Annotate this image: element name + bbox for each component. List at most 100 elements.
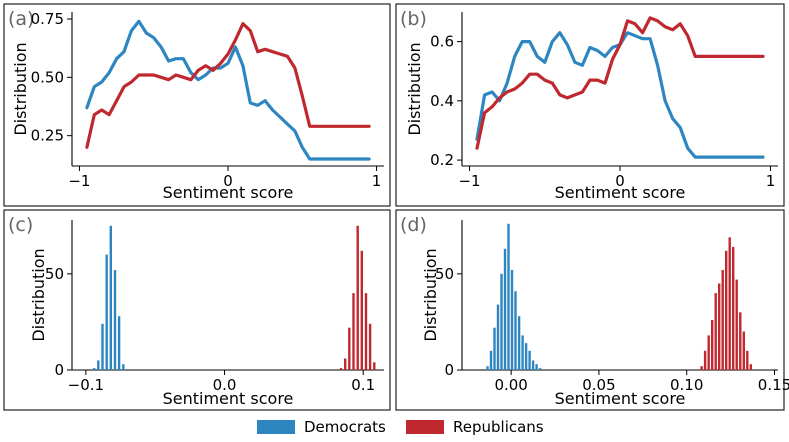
panel-c-bar-democrats: [105, 254, 108, 370]
panel-d-bar-republicans: [746, 350, 749, 370]
panel-d-bar-democrats: [510, 270, 514, 370]
panel-c-frame: [3, 209, 391, 411]
panel-d-bar-republicans: [742, 331, 745, 370]
panel-b-frame: [395, 3, 785, 207]
panel-d-x-tick-label: 0.15: [758, 376, 789, 394]
panel-d-bar-republicans: [721, 270, 724, 370]
panel-c-x-tick-label: 0.0: [213, 376, 237, 394]
panel-c-y-axis-title: Distribution: [29, 248, 48, 341]
panel-a-y-tick-label: 0.50: [31, 68, 64, 86]
panel-a-x-tick-label: −1: [68, 172, 90, 190]
panel-d-bar-democrats: [535, 364, 538, 370]
panel-c-bar-republicans: [348, 327, 351, 370]
panel-a-y-tick-label: 0.75: [31, 10, 64, 28]
panel-d-y-axis-title: Distribution: [421, 248, 440, 341]
panel-c-y-tick-label: 50: [45, 265, 64, 283]
panel-c-x-tick-label: 0.1: [351, 376, 375, 394]
panel-b-y-axis-title: Distribution: [405, 42, 424, 135]
panel-d-x-tick-label: 0.05: [582, 376, 615, 394]
panel-a-line-democrats: [85, 19, 371, 161]
panel-b-y-tick-label: 0.2: [430, 151, 454, 169]
panel-c-bar-democrats: [117, 316, 121, 370]
panel-c-bar-democrats: [122, 364, 125, 370]
panel-a-label: (a): [8, 8, 34, 30]
panel-c-label: (c): [8, 214, 33, 236]
panel-d-x-tick-label: 0.00: [494, 376, 527, 394]
panel-c-bar-republicans: [368, 323, 372, 370]
panel-d-y-tick-label: 50: [435, 265, 454, 283]
legend-label-republicans: Republicans: [453, 418, 544, 436]
panel-d-y-tick-label: 0: [444, 361, 454, 379]
legend: Democrats Republicans: [257, 418, 544, 436]
panel-d-bar-republicans: [714, 293, 717, 370]
panel-c-bar-republicans: [356, 225, 359, 370]
panel-b-x-tick-label: 0: [615, 172, 625, 190]
panel-b: (b) −1 0 1 0.2 0.4 0.6 Sentiment score Distribu…: [395, 3, 785, 207]
panel-c-bar-republicans: [360, 250, 363, 370]
panel-d-bar-republicans: [711, 320, 714, 370]
panel-b-y-tick-label: 0.6: [430, 33, 454, 51]
panel-c-bar-republicans: [373, 362, 376, 370]
panel-b-line-democrats: [475, 31, 765, 159]
panel-d-bar-democrats: [521, 335, 524, 370]
panel-d-bar-republicans: [707, 335, 710, 370]
panel-d-label: (d): [400, 214, 427, 236]
panel-d-bar-republicans: [732, 246, 735, 370]
panel-b-x-axis-title: Sentiment score: [555, 183, 686, 202]
panel-c-bar-republicans: [339, 368, 343, 370]
panel-d-x-tick-label: 0.10: [670, 376, 703, 394]
panel-d-bar-democrats: [517, 316, 521, 370]
panel-b-plot: −1 0 1 0.2 0.4 0.6 Sentiment score Distribution: [405, 12, 778, 202]
panel-d-bar-republicans: [700, 366, 703, 370]
panel-c-bar-democrats: [101, 323, 104, 370]
panel-d-bar-democrats: [538, 368, 542, 370]
panel-d-bar-republicans: [703, 350, 707, 370]
panel-d-bar-republicans: [735, 279, 738, 370]
panel-c-bar-democrats: [93, 368, 96, 370]
panel-d-bar-democrats: [496, 304, 500, 370]
panel-a-line-republicans: [85, 22, 371, 149]
panel-a: (a) −1 0 1 0.25 0.50 0.75 Sentiment score Distr…: [3, 3, 391, 207]
panel-a-y-axis-title: Distribution: [11, 42, 30, 135]
panel-b-x-tick-label: 1: [766, 172, 776, 190]
panel-c-bar-democrats: [109, 225, 112, 370]
panel-d-bar-democrats: [486, 366, 489, 370]
legend-swatch-democrats: [257, 420, 295, 434]
panel-d-bar-republicans: [728, 237, 731, 370]
panel-d-bar-democrats: [528, 350, 531, 370]
panel-a-x-tick-label: 0: [223, 172, 233, 190]
panel-d-bar-republicans: [725, 250, 728, 370]
panel-c: (c) −0.1 0.0 0.1 0 50 Sentiment score Distribu…: [3, 209, 391, 411]
panel-d-bar-republicans: [749, 364, 752, 370]
panel-c-x-tick-label: −0.1: [68, 376, 104, 394]
panel-d-bar-democrats: [531, 360, 535, 370]
panel-c-bar-republicans: [364, 293, 368, 370]
panel-c-bar-republicans: [352, 293, 355, 370]
legend-label-democrats: Democrats: [304, 418, 386, 436]
panel-a-y-tick-label: 0.25: [31, 127, 64, 145]
panel-c-plot: −0.1 0.0 0.1 0 50 Sentiment score Distribution: [29, 220, 384, 408]
panel-d-bar-democrats: [507, 223, 510, 370]
panel-d-frame: [395, 209, 785, 411]
panel-a-frame: [3, 3, 391, 207]
panel-c-bar-democrats: [97, 360, 100, 370]
panel-a-plot: −1 0 1 0.25 0.50 0.75 Sentiment score Distribut…: [11, 10, 384, 202]
panel-d-bar-republicans: [718, 283, 721, 370]
panel-b-line-republicans: [475, 16, 765, 150]
panel-d-bar-democrats: [514, 291, 517, 370]
panel-a-x-tick-label: 1: [372, 172, 382, 190]
panel-c-y-tick-label: 0: [54, 361, 64, 379]
panel-d-bar-democrats: [493, 327, 496, 370]
panel-c-bar-democrats: [113, 270, 117, 370]
legend-swatch-republicans: [406, 420, 444, 434]
panel-d-plot: 0.00 0.05 0.10 0.15 0 50 Sentiment score Distri…: [421, 220, 789, 408]
panel-d-bar-democrats: [500, 273, 503, 370]
panel-d-bar-republicans: [739, 312, 742, 370]
panel-d-bar-democrats: [503, 248, 507, 370]
panel-d: (d) 0.00 0.05 0.10 0.15 0 50 Sentiment score Di…: [395, 209, 789, 411]
panel-b-y-tick-label: 0.4: [430, 92, 454, 110]
panel-c-bar-republicans: [344, 358, 347, 370]
panel-b-label: (b): [400, 8, 427, 30]
panel-d-bar-democrats: [524, 343, 528, 370]
